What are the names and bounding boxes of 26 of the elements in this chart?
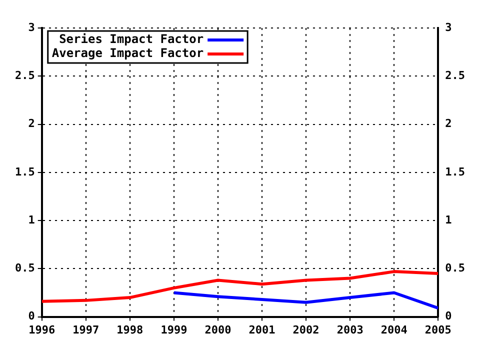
y-tick-label: 0: [28, 310, 35, 323]
x-tick-label: 1997: [72, 323, 100, 336]
x-tick-label: 1996: [28, 323, 56, 336]
y2-tick-label: 0: [445, 310, 452, 323]
y-tick-label: 1.5: [14, 165, 35, 178]
x-tick-label: 2000: [204, 323, 232, 336]
x-tick-label: 1998: [116, 323, 144, 336]
x-tick-label: 2004: [380, 323, 408, 336]
y-tick-label: 2.5: [14, 68, 35, 82]
x-tick-label: 2005: [424, 323, 452, 336]
y-tick-label: 2: [28, 117, 35, 130]
x-tick-label: 2001: [248, 323, 276, 336]
y-tick-label: 0.5: [14, 262, 35, 275]
legend-label: Series Impact Factor: [59, 32, 204, 46]
y2-tick-label: 1.5: [445, 165, 466, 178]
y2-tick-label: 2.5: [445, 68, 466, 82]
y2-tick-label: 3: [445, 20, 452, 34]
x-tick-label: 2003: [336, 323, 364, 336]
y2-tick-label: 0.5: [445, 262, 466, 275]
x-tick-label: 2002: [292, 323, 320, 336]
y2-tick-label: 1: [445, 213, 452, 226]
y-tick-label: 1: [28, 213, 36, 226]
x-tick-label: 1999: [160, 323, 188, 336]
legend-label: Average Impact Factor: [52, 46, 204, 60]
y2-tick-label: 2: [445, 117, 452, 130]
y-tick-label: 3: [28, 20, 35, 34]
